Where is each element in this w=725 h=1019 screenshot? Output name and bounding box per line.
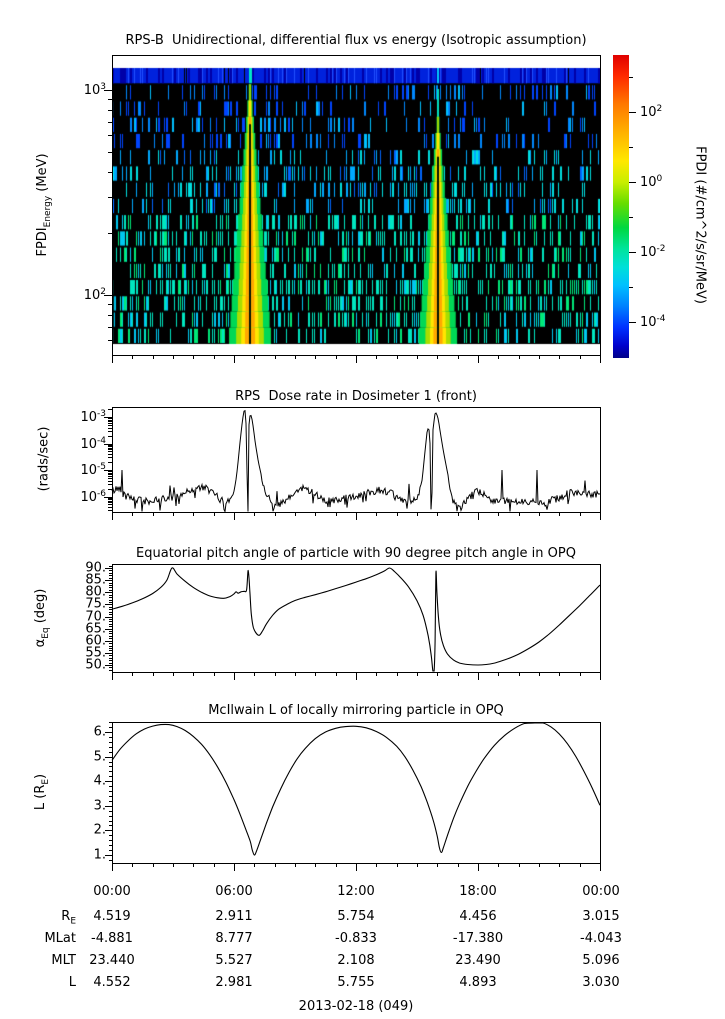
spectrogram-heatmap — [112, 55, 600, 355]
annotation-value: 5.754 — [337, 909, 375, 924]
pitch-tick-label: 80. — [85, 584, 106, 600]
colorbar-tick-label: 102 — [640, 103, 663, 121]
axis-ticks — [104, 77, 636, 871]
time-tick-label: 18:00 — [459, 884, 497, 899]
pitch-tick-label: 60. — [85, 633, 106, 649]
pitch-angle-title: Equatorial pitch angle of particle with … — [136, 546, 576, 561]
l-tick-label: 1. — [93, 847, 106, 863]
annotation-row-label: MLat — [44, 931, 76, 946]
annotation-row-label: MLT — [51, 953, 76, 968]
mcilwain-l-frame — [112, 722, 601, 864]
energy-tick-label: 102 — [83, 286, 106, 304]
dose-tick-label: 10-6 — [80, 488, 106, 505]
annotation-row-label: L — [68, 975, 76, 990]
annotation-value: -4.043 — [580, 931, 622, 946]
annotation-value: -0.833 — [335, 931, 377, 946]
l-tick-label: 5. — [93, 749, 106, 765]
dose-rate-frame — [112, 407, 601, 513]
l-tick-label: 6. — [93, 724, 106, 740]
pitch-tick-label: 90. — [85, 560, 106, 576]
energy-tick-label: 103 — [83, 81, 106, 99]
annotation-value: 4.519 — [93, 909, 131, 924]
dose-rate-title: RPS Dose rate in Dosimeter 1 (front) — [235, 389, 477, 404]
annotation-value: 4.456 — [459, 909, 497, 924]
date-label: 2013-02-18 (049) — [298, 999, 414, 1014]
annotation-row-label: RE — [61, 909, 76, 927]
annotation-value: 3.015 — [582, 909, 620, 924]
pitch-tick-label: 70. — [85, 609, 106, 624]
annotation-value: 23.440 — [89, 953, 135, 968]
colorbar-tick-label: 100 — [640, 173, 663, 191]
annotation-value: -17.380 — [452, 931, 504, 946]
l-tick-label: 3. — [93, 798, 106, 814]
annotation-value: 2.981 — [215, 975, 253, 990]
time-tick-label: 00:00 — [93, 884, 131, 899]
annotation-value: 3.030 — [582, 975, 620, 990]
annotation-value: 4.893 — [459, 975, 497, 990]
annotation-value: -4.881 — [91, 931, 133, 946]
dose-tick-label: 10-5 — [80, 461, 106, 479]
spectrogram-frame — [112, 55, 601, 356]
annotation-value: 5.755 — [337, 975, 375, 990]
annotation-value: 23.490 — [455, 953, 501, 968]
colorbar-tick-label: 10-2 — [640, 243, 666, 261]
pitch-angle-frame — [112, 564, 601, 673]
pitch-tick-label: 85. — [85, 572, 106, 588]
l-tick-label: 2. — [93, 822, 106, 838]
time-tick-label: 06:00 — [215, 884, 253, 899]
mcilwain-l-title: McIlwain L of locally mirroring particle… — [208, 703, 504, 718]
pitch-tick-label: 55. — [85, 645, 106, 661]
colorbar-tick-label: 10-4 — [640, 313, 666, 331]
dose-tick-label: 10-3 — [80, 408, 106, 426]
pitch-tick-label: 50. — [85, 657, 106, 673]
dose-tick-label: 10-4 — [80, 435, 106, 452]
annotation-value: 5.527 — [215, 953, 253, 968]
time-tick-label: 00:00 — [582, 884, 620, 899]
annotation-value: 2.911 — [215, 909, 253, 924]
annotation-value: 8.777 — [215, 931, 253, 946]
colorbar — [613, 55, 629, 358]
pitch-angle-curve — [111, 567, 601, 672]
pitch-tick-label: 65. — [85, 621, 106, 637]
pitch-tick-label: 75. — [85, 596, 106, 612]
annotation-value: 4.552 — [93, 975, 131, 990]
annotation-value: 5.096 — [582, 953, 620, 968]
l-shell-curve — [111, 722, 601, 856]
time-tick-label: 12:00 — [337, 884, 375, 899]
l-tick-label: 4. — [93, 773, 106, 789]
annotation-value: 2.108 — [337, 953, 375, 968]
spectrogram-title: RPS-B Unidirectional, differential flux … — [125, 33, 587, 48]
dose-rate-curve — [111, 409, 601, 514]
